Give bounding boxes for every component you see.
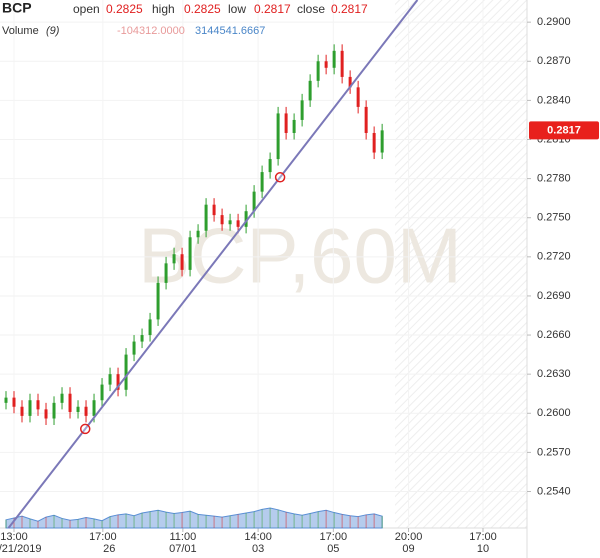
- y-tick-label: 0.2840: [537, 94, 571, 106]
- x-tick-label: 17:00: [320, 531, 348, 543]
- candle-body: [252, 191, 256, 212]
- y-tick-label: 0.2750: [537, 212, 571, 224]
- x-tick-label: 17:00: [89, 531, 117, 543]
- x-date-label: 03: [252, 543, 264, 555]
- y-tick-label: 0.2690: [537, 290, 571, 302]
- candle-body: [364, 106, 368, 133]
- candle-body: [372, 132, 376, 153]
- candle-body: [4, 397, 8, 403]
- candle-body: [284, 113, 288, 133]
- close-label: close: [297, 2, 325, 16]
- y-tick-label: 0.2720: [537, 251, 571, 263]
- candle-body: [148, 319, 152, 336]
- candle-body: [52, 402, 56, 419]
- candle-body: [348, 76, 352, 88]
- candle-body: [28, 400, 32, 416]
- candle-body: [124, 354, 128, 390]
- high-value: 0.2825: [184, 2, 221, 16]
- candle-body: [324, 61, 328, 68]
- candle-body: [36, 400, 40, 410]
- low-value: 0.2817: [254, 2, 291, 16]
- y-tick-label: 0.2570: [537, 446, 571, 458]
- candle-body: [140, 335, 144, 342]
- y-tick-label: 0.2780: [537, 173, 571, 185]
- candle-body: [188, 237, 192, 270]
- trendline: [7, 0, 419, 529]
- volume-value: -104312.0000: [117, 25, 185, 37]
- volume-period: (9): [46, 25, 60, 37]
- candle-body: [92, 400, 96, 416]
- candle-body: [76, 406, 80, 412]
- header: BCP open 0.2825 high 0.2825 low 0.2817 c…: [2, 0, 368, 37]
- candle-body: [268, 159, 272, 173]
- candle-body: [220, 215, 224, 225]
- candle-body: [212, 204, 216, 216]
- candle-body: [204, 204, 208, 231]
- y-tick-label: 0.2630: [537, 368, 571, 380]
- candle-body: [340, 50, 344, 77]
- x-date-label: 05: [327, 543, 339, 555]
- candle-body: [68, 393, 72, 412]
- trendline-anchor: [274, 172, 286, 183]
- candle-body: [308, 80, 312, 101]
- candle-body: [260, 172, 264, 192]
- candle-body: [172, 254, 176, 264]
- x-tick-label: 11:00: [170, 531, 197, 543]
- candle-body: [332, 50, 336, 68]
- x-date-label: 09: [402, 543, 414, 555]
- y-tick-label: 0.2870: [537, 55, 571, 67]
- candle-body: [156, 282, 160, 320]
- price-tag: [529, 121, 599, 140]
- x-date-label: 07/01: [169, 543, 197, 555]
- open-value: 0.2825: [106, 2, 143, 16]
- x-tick-label: 14:00: [244, 531, 272, 543]
- candle-body: [244, 211, 248, 227]
- price-tag-label: 0.2817: [547, 124, 581, 136]
- candle-body: [108, 374, 112, 385]
- volume-value: 3144541.6667: [195, 25, 265, 37]
- candle-body: [180, 254, 184, 270]
- high-label: high: [152, 2, 175, 16]
- future-area: [395, 0, 527, 528]
- x-date-label: 06/21/2019: [0, 543, 42, 555]
- candle-body: [60, 393, 64, 403]
- x-tick-label: 17:00: [469, 531, 497, 543]
- candle-body: [164, 263, 168, 283]
- candle-body: [276, 113, 280, 160]
- candle-body: [20, 406, 24, 416]
- x-date-label: 10: [477, 543, 489, 555]
- y-tick-label: 0.2540: [537, 485, 571, 497]
- open-label: open: [73, 2, 100, 16]
- y-tick-label: 0.2660: [537, 329, 571, 341]
- candle-body: [116, 374, 120, 390]
- candle-body: [300, 100, 304, 120]
- low-label: low: [228, 2, 246, 16]
- candle-body: [356, 87, 360, 107]
- candle-body: [196, 230, 200, 238]
- candle-body: [316, 61, 320, 81]
- candle-body: [380, 130, 384, 153]
- close-value: 0.2817: [331, 2, 368, 16]
- symbol: BCP: [2, 0, 32, 16]
- candle-body: [292, 119, 296, 133]
- y-tick-label: 0.2600: [537, 407, 571, 419]
- candle-body: [100, 384, 104, 401]
- x-tick-label: 20:00: [395, 531, 423, 543]
- candle-body: [12, 397, 16, 407]
- volume-label: Volume: [2, 25, 39, 37]
- candle-body: [228, 220, 232, 225]
- trendline-anchor: [79, 423, 91, 435]
- candle-body: [236, 220, 240, 227]
- x-date-label: 26: [103, 543, 115, 555]
- watermark: BCP,60M: [138, 212, 462, 300]
- candle-body: [132, 341, 136, 355]
- x-tick-label: 13:00: [0, 531, 28, 543]
- y-tick-label: 0.2900: [537, 16, 571, 28]
- candle-body: [44, 409, 48, 419]
- candle-body: [84, 406, 88, 416]
